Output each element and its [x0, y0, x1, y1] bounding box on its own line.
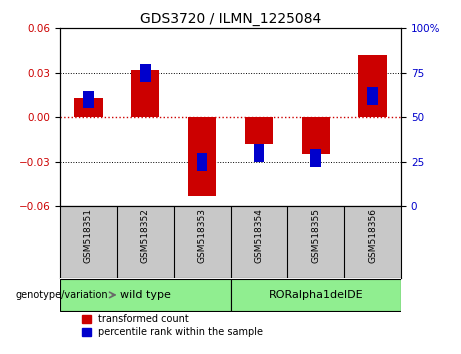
Bar [230, 279, 401, 311]
Text: wild type: wild type [120, 290, 171, 300]
Bar [74, 98, 102, 117]
Text: RORalpha1delDE: RORalpha1delDE [268, 290, 363, 300]
Bar [245, 117, 273, 144]
Text: GSM518354: GSM518354 [254, 208, 263, 263]
Text: GSM518352: GSM518352 [141, 208, 150, 263]
Bar [197, 153, 207, 171]
Bar [83, 91, 94, 108]
Bar [358, 55, 387, 117]
Legend: transformed count, percentile rank within the sample: transformed count, percentile rank withi… [82, 314, 263, 337]
Bar [140, 64, 151, 82]
Title: GDS3720 / ILMN_1225084: GDS3720 / ILMN_1225084 [140, 12, 321, 26]
Bar [131, 70, 160, 117]
Bar [254, 144, 264, 162]
Text: GSM518355: GSM518355 [311, 208, 320, 263]
Text: genotype/variation: genotype/variation [16, 290, 108, 300]
Text: GSM518356: GSM518356 [368, 208, 377, 263]
Bar [310, 149, 321, 167]
Bar [367, 87, 378, 105]
Text: GSM518353: GSM518353 [198, 208, 207, 263]
Bar [301, 117, 330, 154]
Bar [188, 117, 216, 196]
Bar [60, 279, 230, 311]
Text: GSM518351: GSM518351 [84, 208, 93, 263]
